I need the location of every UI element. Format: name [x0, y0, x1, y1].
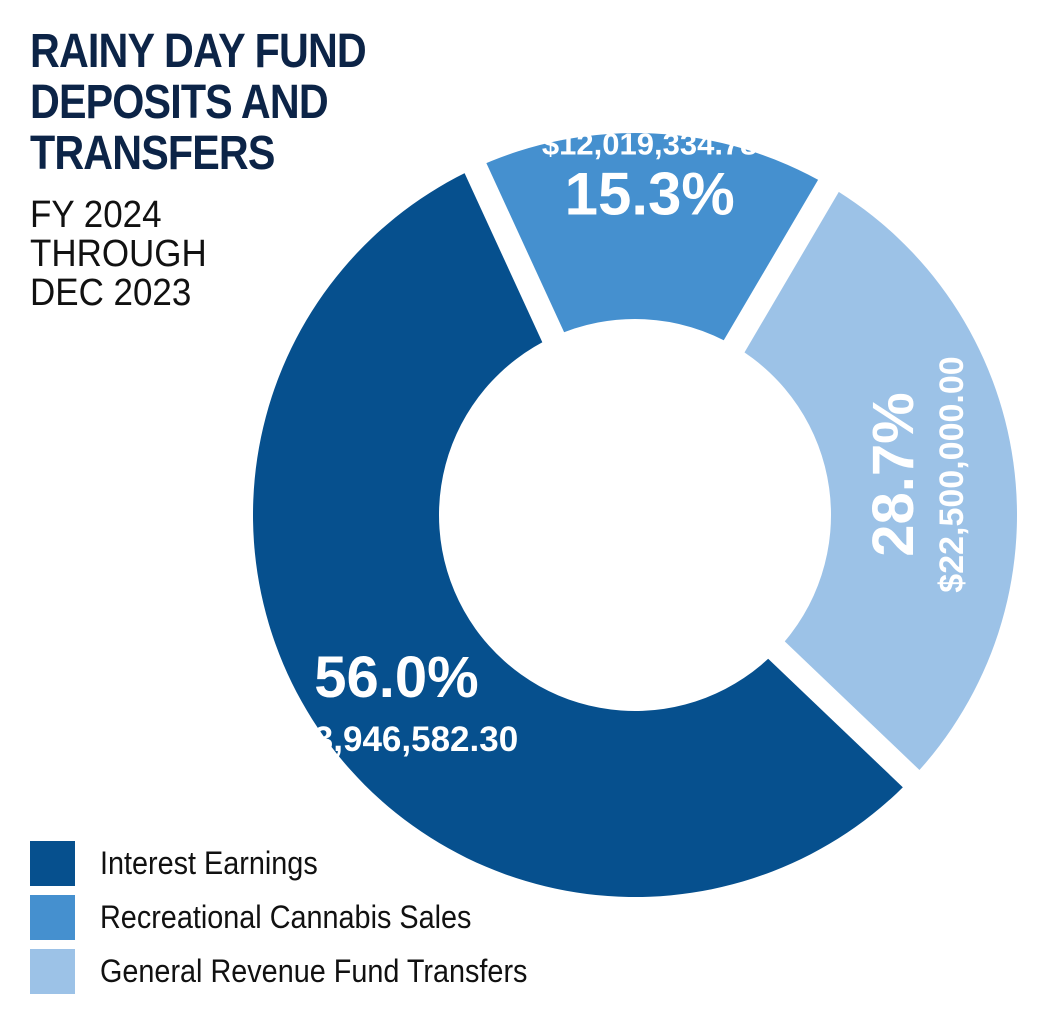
legend-swatch [30, 948, 75, 994]
chart-title-line: RAINY DAY FUND [30, 25, 367, 78]
chart-title-line: DEPOSITS AND [30, 76, 329, 129]
legend-label: General Revenue Fund Transfers [100, 952, 528, 989]
chart-legend: Interest Earnings Recreational Cannabis … [30, 836, 575, 998]
donut-slice-recreational-cannabis-sales [475, 133, 829, 347]
slice-value-label: $12,019,334.78 [542, 126, 758, 161]
legend-label: Recreational Cannabis Sales [100, 898, 472, 935]
slice-value-label: $22,500,000.00 [933, 356, 971, 592]
chart-subtitle-line: THROUGH [30, 233, 207, 275]
slice-separator [717, 169, 845, 363]
slice-label-recreational-cannabis-sales: 15.3%$12,019,334.78 [542, 126, 758, 227]
legend-item-interest-earnings: Interest Earnings [30, 836, 575, 890]
slice-separator [459, 152, 570, 353]
legend-label: Interest Earnings [100, 844, 318, 881]
legend-item-general-revenue-fund-transfers: General Revenue Fund Transfers [30, 944, 575, 998]
legend-swatch [30, 894, 75, 940]
slice-percent-label: 28.7% [861, 392, 926, 556]
donut-slice-general-revenue-fund-transfers [734, 185, 1017, 779]
chart-title: RAINY DAY FUND DEPOSITS AND TRANSFERS [30, 25, 367, 180]
slice-separator [759, 633, 929, 796]
chart-subtitle: FY 2024 THROUGH DEC 2023 [30, 196, 207, 313]
chart-title-line: TRANSFERS [30, 127, 275, 180]
slice-value-label: $43,946,582.30 [275, 720, 518, 759]
legend-item-recreational-cannabis-sales: Recreational Cannabis Sales [30, 890, 575, 944]
donut-slice-interest-earnings [253, 167, 912, 897]
slice-percent-label: 15.3% [565, 160, 735, 227]
slice-percent-label: 56.0% [314, 645, 478, 710]
chart-subtitle-line: DEC 2023 [30, 272, 192, 314]
legend-swatch [30, 840, 75, 886]
slice-label-general-revenue-fund-transfers: 28.7% $22,500,000.00 [861, 356, 971, 592]
chart-subtitle-line: FY 2024 [30, 194, 162, 236]
slice-label-interest-earnings: 56.0% $43,946,582.30 [275, 645, 518, 759]
